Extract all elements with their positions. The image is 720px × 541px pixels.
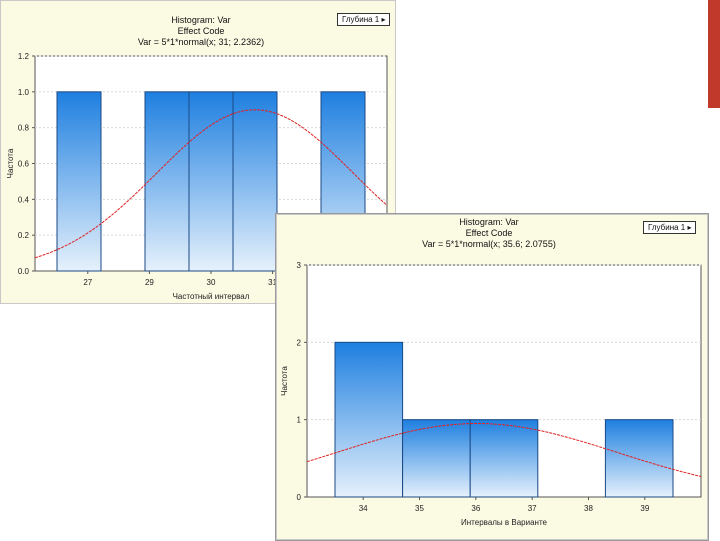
histogram-bar <box>232 91 278 272</box>
y-axis-label: Частота <box>280 366 289 396</box>
chart-title: Histogram: Var <box>171 15 230 25</box>
chart-title: Histogram: Var <box>459 217 518 227</box>
x-tick-label: 34 <box>359 504 368 513</box>
histogram-bar <box>144 91 190 272</box>
y-axis-label: Частота <box>6 148 15 178</box>
slide-accent-bar <box>708 0 720 108</box>
y-tick-label: 0.6 <box>18 160 30 169</box>
y-tick-label: 1.2 <box>18 52 30 61</box>
y-tick-label: 1.0 <box>18 88 30 97</box>
histogram-window-2: Histogram: Var Effect Code Var = 5*1*norma… <box>276 214 708 540</box>
chart-formula: Var = 5*1*normal(x; 31; 2.2362) <box>138 37 264 47</box>
depth-badge-2[interactable]: Глубина 1 ▸ <box>643 221 697 234</box>
chart-subtitle: Effect Code <box>466 228 513 238</box>
x-axis-label: Интервалы в Варианте <box>461 518 548 527</box>
histogram-bar <box>402 419 471 498</box>
histogram-bar <box>469 419 539 498</box>
histogram-window-1: Histogram: Var Effect Code Var = 5*1*norma… <box>0 0 396 304</box>
x-tick-label: 38 <box>584 504 593 513</box>
y-tick-label: 2 <box>297 338 302 347</box>
histogram-bar <box>188 91 234 272</box>
x-tick-label: 27 <box>83 278 92 287</box>
x-tick-label: 31 <box>268 278 277 287</box>
depth-badge-1[interactable]: Глубина 1 ▸ <box>337 13 391 26</box>
y-tick-label: 0.4 <box>18 195 30 204</box>
x-tick-label: 30 <box>207 278 216 287</box>
y-tick-label: 3 <box>297 261 302 270</box>
x-tick-label: 35 <box>415 504 424 513</box>
chart-subtitle: Effect Code <box>178 26 225 36</box>
chart-formula: Var = 5*1*normal(x; 35.6; 2.0755) <box>422 239 556 249</box>
histogram-bar <box>334 341 404 498</box>
y-tick-label: 0.8 <box>18 124 30 133</box>
normal-curve <box>34 109 388 259</box>
y-tick-label: 0 <box>297 493 302 502</box>
histogram-bar <box>604 419 674 498</box>
x-tick-label: 29 <box>145 278 154 287</box>
y-tick-label: 0.0 <box>18 267 30 276</box>
y-tick-label: 0.2 <box>18 231 30 240</box>
x-axis-label: Частотный интервал <box>173 292 250 301</box>
normal-curve <box>306 423 702 477</box>
x-tick-label: 37 <box>528 504 537 513</box>
x-tick-label: 36 <box>471 504 480 513</box>
x-tick-label: 39 <box>640 504 649 513</box>
y-tick-label: 1 <box>297 416 302 425</box>
histogram-bar <box>56 91 102 272</box>
